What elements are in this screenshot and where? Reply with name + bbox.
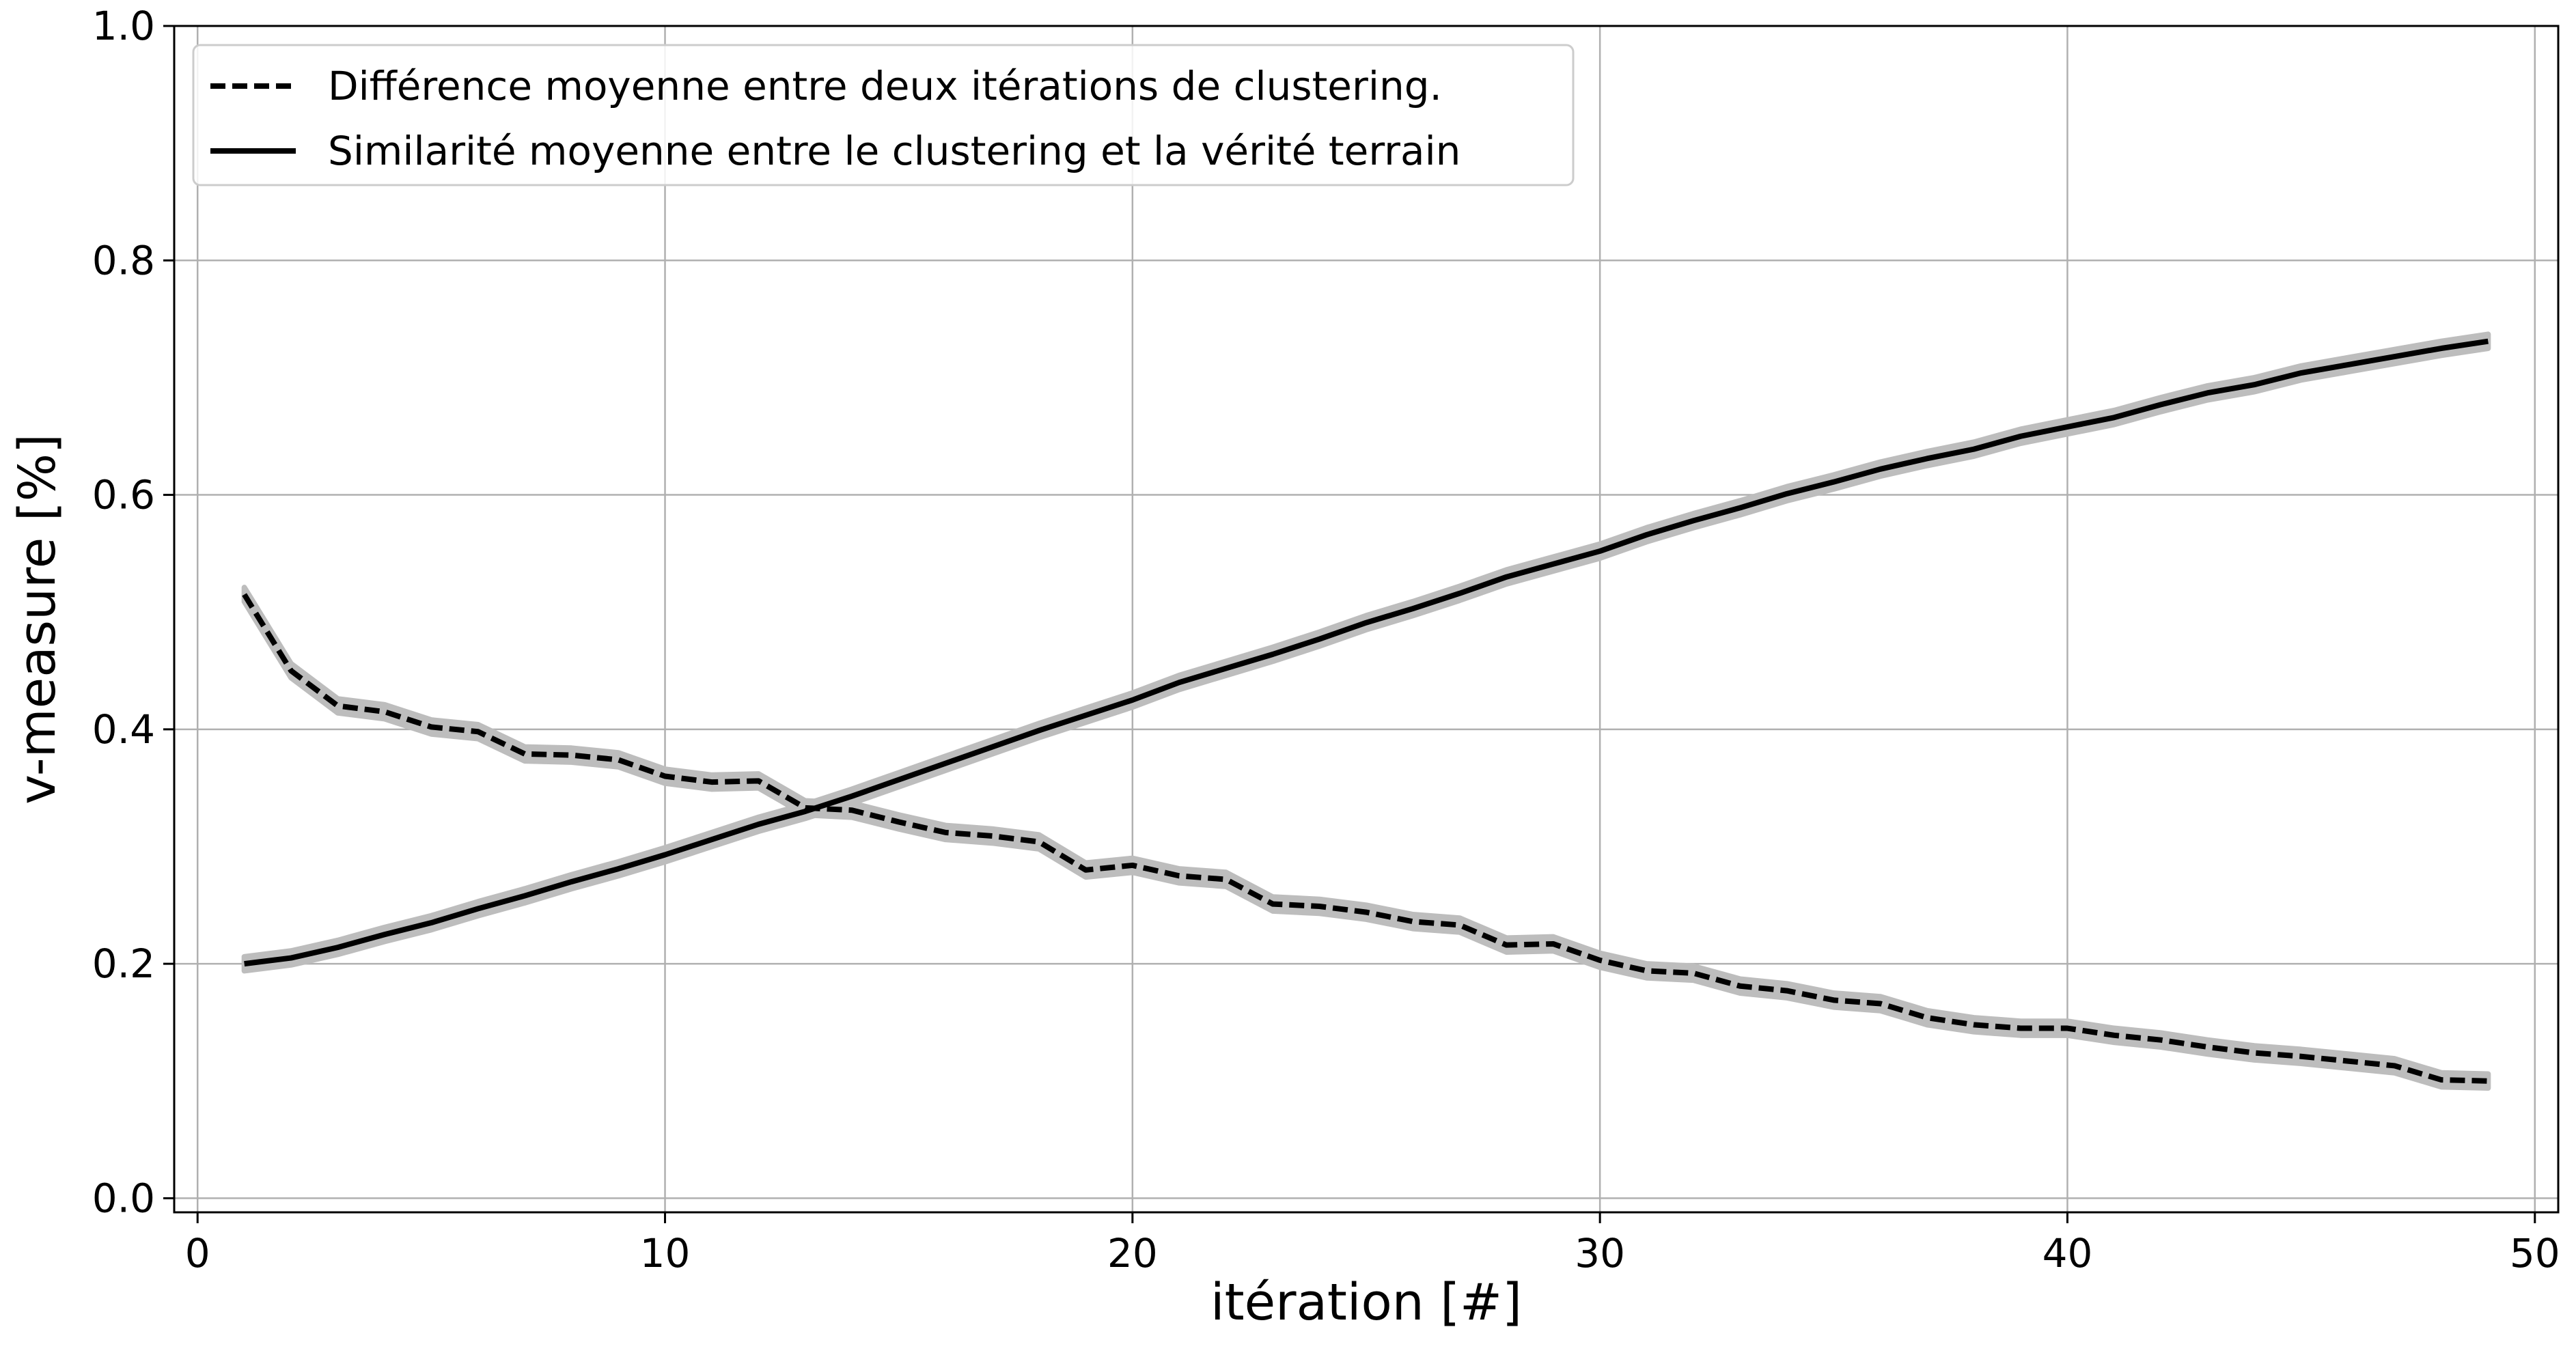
y-tick-label: 0.0: [92, 1175, 155, 1221]
x-axis-title: itération [#]: [1210, 1273, 1522, 1332]
x-tick-label: 30: [1575, 1230, 1625, 1277]
x-tick-label: 10: [640, 1230, 691, 1277]
y-tick-label: 0.4: [92, 706, 155, 753]
x-tick-label: 20: [1107, 1230, 1158, 1277]
legend: Différence moyenne entre deux itérations…: [192, 44, 1575, 186]
legend-label-difference: Différence moyenne entre deux itérations…: [328, 63, 1442, 109]
plot-frame: [173, 25, 2560, 1214]
y-axis-title: v-measure [%]: [8, 434, 67, 805]
x-tick-label: 40: [2042, 1230, 2093, 1277]
y-tick-label: 0.2: [92, 940, 155, 987]
series-line-0: [242, 593, 2489, 1084]
series-band-0: [241, 585, 2491, 1091]
x-tick-label: 50: [2510, 1230, 2560, 1277]
x-tick-label: 0: [185, 1230, 210, 1277]
y-tick-label: 0.8: [92, 237, 155, 283]
axis-ticks: 0 10 20 30 40 50 0.0 0.2 0.4 0.6 0.8 1.0: [92, 3, 2560, 1277]
legend-box: [192, 44, 1575, 186]
series-lines: [242, 338, 2489, 1084]
y-tick-label: 1.0: [92, 3, 155, 49]
series-line-1: [244, 338, 2489, 967]
y-tick-label: 0.6: [92, 472, 155, 518]
legend-label-similarity: Similarité moyenne entre le clustering e…: [328, 128, 1460, 174]
